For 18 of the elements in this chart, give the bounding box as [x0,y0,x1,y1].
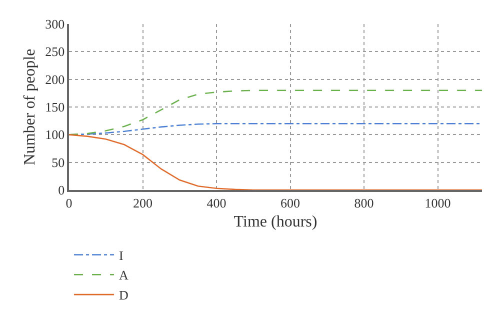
line-series [69,90,482,136]
y-tick-label: 100 [45,127,65,142]
legend-label: I [119,248,124,263]
y-tick-label: 0 [58,182,65,198]
x-axis-title: Time (hours) [234,214,318,231]
legend-label: A [119,268,129,283]
y-tick-label: 200 [45,72,65,87]
y-axis-title: Number of people [22,48,39,166]
x-tick-label: 400 [206,195,226,210]
y-tick-label: 300 [45,16,65,32]
y-tick-label: 250 [45,44,65,60]
legend-label: D [119,288,128,303]
y-tick-label: 150 [45,100,65,115]
x-tick-label: 200 [133,195,152,210]
x-tick-label: 1000 [424,195,451,210]
x-tick-label: 600 [280,195,300,210]
x-tick-label: 800 [354,195,374,210]
y-tick-label: 50 [52,154,65,170]
